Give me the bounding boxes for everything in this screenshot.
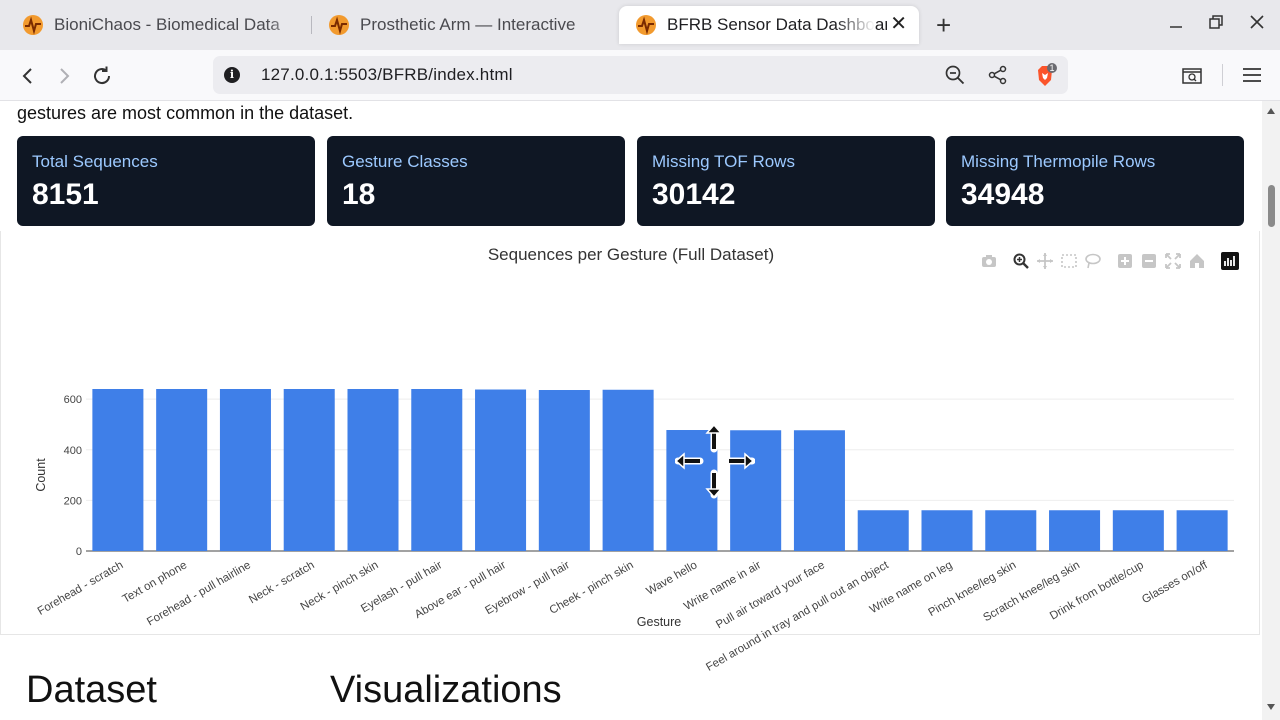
pan-icon[interactable] [1036,252,1054,270]
stat-card-missing-thermopile: Missing Thermopile Rows 34948 [946,136,1244,226]
scroll-down-icon[interactable] [1266,703,1276,711]
chart-panel [0,231,1260,635]
stat-label: Missing TOF Rows [652,152,795,171]
section-heading-dataset: Dataset [26,669,157,711]
bar[interactable] [793,430,845,551]
tab-strip: BioniChaos - Biomedical Data Prosthetic … [0,0,1280,50]
address-bar[interactable]: i 127.0.0.1:5503/BFRB/index.html 1 [213,56,1068,94]
y-tick-label: 200 [64,495,82,507]
zoom-in-icon[interactable] [1116,252,1134,270]
forward-icon[interactable] [52,64,76,88]
navigation-bar: i 127.0.0.1:5503/BFRB/index.html 1 [0,50,1280,101]
bar[interactable] [1176,510,1228,551]
tab-title: BFRB Sensor Data Dashboard [667,15,887,34]
y-tick-label: 0 [76,546,82,558]
bar[interactable] [475,389,527,551]
lasso-icon[interactable] [1084,252,1102,270]
camera-icon[interactable] [980,252,998,270]
bar[interactable] [411,389,463,551]
bar[interactable] [283,389,335,551]
scroll-up-icon[interactable] [1266,107,1276,115]
stat-label: Total Sequences [32,152,158,171]
x-tick-label: Forehead - scratch [36,559,126,618]
tab-title: BioniChaos - Biomedical Data [54,15,280,34]
minimize-icon[interactable] [1168,14,1184,35]
share-icon[interactable] [988,65,1008,90]
bar[interactable] [92,389,144,551]
stat-card-total-sequences: Total Sequences 8151 [17,136,315,226]
bar[interactable] [921,510,973,551]
bar[interactable] [602,389,654,551]
zoom-out-icon[interactable] [1140,252,1158,270]
tab-bfrb-dashboard[interactable]: BFRB Sensor Data Dashboard ✕ [619,6,919,44]
bar[interactable] [538,390,590,551]
bionichaos-favicon-icon [23,15,43,35]
y-tick-label: 600 [64,394,82,406]
menu-icon[interactable] [1242,66,1262,89]
bar[interactable] [985,510,1037,551]
shield-badge: 1 [1049,63,1055,73]
bionichaos-favicon-icon [329,15,349,35]
section-heading-visualizations: Visualizations [330,669,562,711]
bar[interactable] [219,389,271,551]
close-tab-icon[interactable]: ✕ [890,13,907,35]
y-tick-label: 400 [64,445,82,457]
move-cursor-icon [675,423,755,499]
intro-text: gestures are most common in the dataset. [17,103,354,123]
tab-prosthetic-arm[interactable]: Prosthetic Arm — Interactive [312,6,612,44]
stat-label: Missing Thermopile Rows [961,152,1156,171]
stat-value: 34948 [961,178,1045,211]
reader-view-icon[interactable] [1182,66,1202,89]
restore-icon[interactable] [1208,14,1224,35]
url-text[interactable]: 127.0.0.1:5503/BFRB/index.html [261,65,513,84]
stat-value: 18 [342,178,376,211]
stat-value: 30142 [652,178,736,211]
box-select-icon[interactable] [1060,252,1078,270]
autoscale-icon[interactable] [1164,252,1182,270]
zoom-icon[interactable] [1012,252,1030,270]
x-axis-title: Gesture [637,615,682,629]
x-tick-label: Wave hello [644,559,699,598]
bar[interactable] [156,389,208,551]
close-window-icon[interactable] [1249,14,1265,35]
brave-shield-icon[interactable]: 1 [1031,63,1057,94]
page-content: gestures are most common in the dataset.… [0,101,1262,720]
back-icon[interactable] [16,64,40,88]
site-info-icon[interactable]: i [224,67,240,83]
reload-icon[interactable] [90,64,114,88]
x-tick-label: Pull air toward your face [714,559,827,631]
bar[interactable] [857,510,909,551]
stat-value: 8151 [32,178,99,211]
x-tick-label: Forehead - pull hairline [145,559,253,628]
x-tick-label: Glasses on/off [1140,559,1210,606]
tab-bionichaos[interactable]: BioniChaos - Biomedical Data [6,6,306,44]
y-axis-title: Count [34,458,48,492]
reset-axes-icon[interactable] [1188,252,1206,270]
stat-card-gesture-classes: Gesture Classes 18 [327,136,625,226]
tab-title: Prosthetic Arm — Interactive [360,15,576,34]
bionichaos-favicon-icon [636,15,656,35]
new-tab-icon[interactable]: + [936,10,952,40]
bar[interactable] [730,430,782,551]
stat-card-missing-tof: Missing TOF Rows 30142 [637,136,935,226]
page-scrollbar[interactable] [1262,101,1280,720]
zoom-page-icon[interactable] [945,65,965,90]
chart-title: Sequences per Gesture (Full Dataset) [487,245,775,264]
stat-label: Gesture Classes [342,152,468,171]
bar[interactable] [347,389,399,551]
bar[interactable] [1049,510,1101,551]
plotly-logo-icon[interactable] [1221,252,1239,270]
scrollbar-thumb[interactable] [1268,185,1275,227]
bar[interactable] [1112,510,1164,551]
